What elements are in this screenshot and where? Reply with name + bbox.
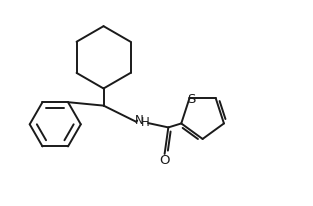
Text: H: H (141, 116, 149, 129)
Text: S: S (187, 92, 195, 105)
Text: O: O (159, 153, 170, 166)
Text: N: N (135, 113, 144, 126)
